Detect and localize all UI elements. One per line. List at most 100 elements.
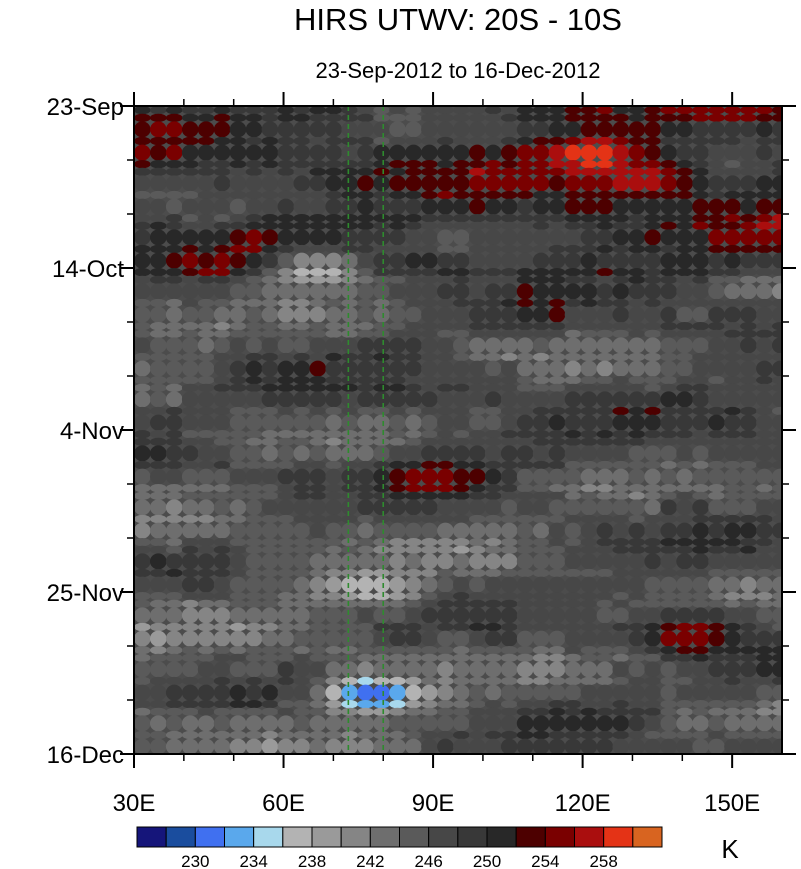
field-cell (708, 707, 725, 716)
field-cell (453, 730, 470, 740)
field-cell (740, 329, 757, 338)
field-cell (293, 252, 311, 269)
field-cell (341, 437, 358, 446)
field-cell (532, 700, 550, 709)
field-cell (197, 306, 215, 323)
field-cell (325, 113, 342, 122)
field-cell (197, 160, 215, 169)
field-cell (437, 352, 454, 362)
field-cell (181, 715, 199, 732)
field-cell (213, 622, 231, 632)
field-cell (532, 730, 550, 740)
field-cell (134, 599, 151, 608)
field-cell (293, 322, 311, 331)
field-cell (134, 430, 151, 439)
field-cell (213, 491, 231, 500)
field-cell (309, 661, 327, 678)
field-cell (788, 607, 801, 623)
field-cell (548, 715, 566, 732)
field-cell (612, 430, 630, 439)
field-cell (357, 198, 374, 215)
field-cell (229, 337, 247, 354)
field-cell (421, 738, 438, 754)
field-cell (389, 121, 406, 138)
field-cell (134, 754, 151, 762)
field-cell (453, 106, 470, 115)
field-cell (516, 376, 534, 385)
field-cell (229, 406, 247, 416)
field-cell (325, 653, 342, 662)
field-cell (373, 646, 390, 655)
field-cell (277, 167, 295, 176)
field-cell (181, 545, 199, 554)
field-cell (421, 275, 438, 284)
field-cell (580, 738, 598, 754)
field-cell (261, 360, 279, 377)
field-cell (788, 577, 801, 593)
field-cell (548, 468, 566, 485)
field-cell (516, 538, 534, 547)
field-cell (389, 607, 406, 624)
field-cell (596, 484, 614, 493)
field-cell (389, 167, 406, 176)
field-cell (293, 514, 311, 524)
field-cell (788, 415, 801, 431)
field-cell (708, 136, 725, 146)
field-cell (437, 653, 454, 662)
field-cell (134, 383, 151, 392)
field-cell (309, 198, 327, 215)
field-cell (628, 214, 646, 223)
field-cell (532, 306, 550, 323)
field-cell (596, 275, 614, 284)
field-cell (181, 275, 199, 284)
field-cell (357, 414, 374, 431)
field-cell (309, 491, 327, 500)
field-cell (532, 360, 550, 377)
field-cell (788, 754, 801, 762)
field-cell (596, 460, 614, 470)
field-cell (389, 553, 406, 570)
field-cell (724, 630, 741, 647)
field-cell (181, 738, 199, 754)
field-cell (405, 136, 422, 146)
field-cell (150, 762, 167, 770)
field-cell (756, 167, 773, 176)
field-cell (548, 630, 566, 647)
field-cell (500, 406, 518, 416)
field-cell (245, 244, 263, 254)
field-cell (150, 306, 167, 323)
field-cell (580, 499, 598, 516)
field-cell (277, 661, 295, 678)
field-cell (660, 198, 677, 215)
field-cell (437, 136, 454, 146)
field-cell (437, 252, 454, 269)
field-cell (325, 445, 342, 462)
field-cell (245, 514, 263, 524)
field-cell (500, 252, 518, 269)
field-cell (309, 676, 327, 686)
field-cell (197, 113, 215, 122)
field-cell (580, 430, 598, 439)
field-cell (134, 414, 151, 431)
field-cell (692, 545, 709, 554)
field-cell (134, 160, 151, 169)
field-cell (150, 352, 167, 362)
field-cell (309, 576, 327, 593)
field-cell (564, 437, 582, 446)
field-cell (278, 762, 295, 770)
field-cell (740, 430, 757, 439)
field-cell (548, 406, 566, 416)
field-cell (564, 198, 582, 215)
field-cell (724, 244, 741, 254)
field-cell (357, 437, 374, 446)
colorbar-swatch (311, 826, 342, 848)
field-cell (165, 414, 183, 431)
field-cell (740, 306, 757, 323)
field-cell (293, 430, 311, 439)
field-cell (150, 738, 167, 754)
field-cell (150, 599, 167, 608)
field-cell (261, 376, 279, 385)
field-cell (213, 468, 231, 485)
field-cell (229, 607, 247, 624)
colorbar-label: 234 (239, 852, 267, 869)
